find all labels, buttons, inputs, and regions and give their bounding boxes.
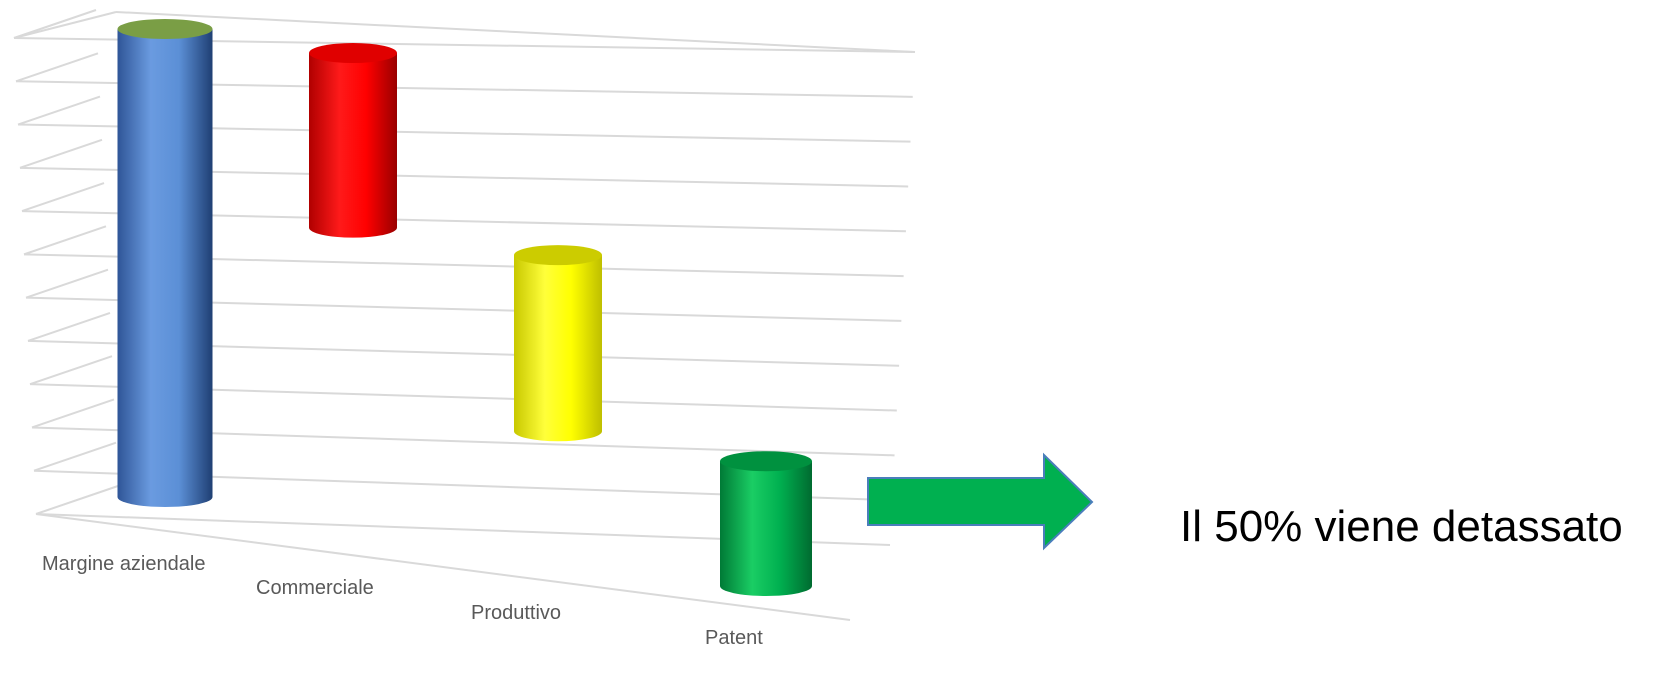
bar-commerciale (309, 43, 397, 238)
gridline-side (23, 225, 107, 256)
gridline-side (27, 311, 111, 342)
gridline-side (15, 52, 99, 83)
gridline-side (21, 182, 105, 213)
gridline-side (35, 485, 119, 515)
bar-patent (720, 451, 812, 596)
gridline-side (25, 268, 109, 299)
chart-floor (35, 513, 851, 621)
gridline-side (19, 138, 103, 169)
callout-arrow-icon (867, 452, 1094, 551)
gridline-top (13, 11, 117, 39)
bar-body (309, 53, 397, 238)
bar-body (514, 255, 602, 442)
bars (117, 19, 812, 596)
gridline-side (29, 355, 113, 386)
category-label: Patent (705, 627, 763, 649)
floor-line (35, 513, 851, 621)
bar-produttivo (514, 245, 602, 442)
gridline-side (13, 9, 97, 39)
category-labels: Margine aziendale Commerciale Produttivo Pa… (42, 553, 763, 649)
bar-body (720, 461, 812, 596)
arrow-shape (867, 452, 1094, 551)
category-label: Commerciale (256, 577, 374, 599)
bar-top (117, 19, 213, 39)
bar-top (309, 43, 397, 63)
gridline-side (31, 398, 115, 429)
callout-text: Il 50% viene detassato (1180, 502, 1623, 551)
category-label: Margine aziendale (42, 553, 205, 575)
gridline-side (17, 95, 101, 126)
bar-margine-aziendale (117, 19, 213, 507)
bar-top (720, 451, 812, 472)
bar-top (514, 245, 602, 266)
bar-body (117, 29, 213, 507)
gridline-side (33, 441, 117, 472)
category-label: Produttivo (471, 602, 561, 624)
gridline-top (115, 11, 916, 53)
